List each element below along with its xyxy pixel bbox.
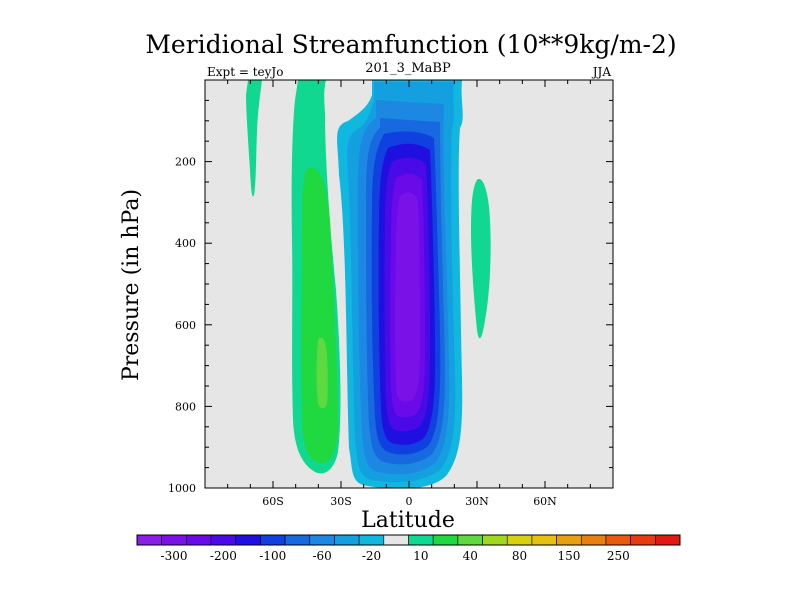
- high-lat-sh-cell: [246, 80, 262, 197]
- colorbar-swatch: [556, 534, 582, 546]
- colorbar-swatch: [210, 534, 237, 546]
- y-tick-label: 600: [175, 319, 196, 332]
- colorbar-tick-label: -300: [161, 549, 188, 563]
- colorbar-swatch: [531, 534, 557, 546]
- sh-cell-level-40: [301, 167, 338, 464]
- colorbar-tick-label: 80: [512, 549, 527, 563]
- chart-title: Meridional Streamfunction (10**9kg/m-2): [145, 30, 676, 59]
- colorbar-tick-label: 150: [557, 549, 580, 563]
- colorbar-swatch: [432, 534, 459, 546]
- sh-cell-level-80: [316, 337, 328, 409]
- experiment-label: Expt = teyJo: [207, 65, 283, 79]
- y-axis: 200 400 600 800 1000: [168, 79, 613, 495]
- colorbar-swatch: [161, 534, 187, 546]
- colorbar-swatch: [136, 534, 162, 546]
- colorbar-swatch: [605, 534, 631, 546]
- contour-fills: [246, 80, 491, 488]
- colorbar-tick-label: 10: [413, 549, 428, 563]
- y-tick-label: 800: [175, 400, 196, 413]
- colorbar-swatch: [186, 534, 212, 546]
- y-tick-label: 1000: [168, 482, 196, 495]
- x-tick-label: 0: [406, 495, 413, 508]
- colorbar-tick-label: 250: [607, 549, 630, 563]
- colorbar-swatch: [260, 534, 286, 546]
- colorbar-swatch: [284, 534, 311, 546]
- y-tick-label: 200: [175, 156, 196, 169]
- colorbar: [136, 534, 681, 546]
- colorbar-tick-label: 40: [463, 549, 478, 563]
- colorbar-swatch: [506, 534, 533, 546]
- colorbar-labels: -300 -200 -100 -60 -20 10 40 80 150 250: [161, 549, 630, 563]
- colorbar-swatch: [383, 534, 409, 546]
- colorbar-tick-label: -200: [210, 549, 237, 563]
- colorbar-swatch: [630, 534, 656, 546]
- season-label: JJA: [591, 65, 612, 79]
- colorbar-tick-label: -100: [259, 549, 286, 563]
- colorbar-tick-label: -60: [312, 549, 331, 563]
- nh-subtropical-cell: [471, 178, 491, 339]
- run-label: 201_3_MaBP: [365, 61, 451, 76]
- x-tick-label: 60S: [262, 495, 284, 508]
- colorbar-swatch: [334, 534, 360, 546]
- x-axis-title: Latitude: [361, 508, 455, 533]
- colorbar-swatch: [309, 534, 335, 546]
- colorbar-frame: [136, 534, 681, 546]
- colorbar-swatch: [482, 534, 508, 546]
- colorbar-swatch: [457, 534, 483, 546]
- x-axis: 60S 30S 0 30N 60N: [204, 80, 614, 508]
- colorbar-swatch: [235, 534, 261, 546]
- y-axis-title: Pressure (in hPa): [119, 189, 144, 381]
- colorbar-swatch: [358, 534, 385, 546]
- colorbar-swatch: [580, 534, 607, 546]
- x-tick-label: 60N: [533, 495, 557, 508]
- x-tick-label: 30S: [330, 495, 352, 508]
- y-tick-label: 400: [175, 237, 196, 250]
- colorbar-tick-label: -20: [362, 549, 381, 563]
- nh-cell-level-minus250: [395, 192, 420, 402]
- colorbar-swatch: [655, 534, 681, 546]
- x-tick-label: 30N: [465, 495, 489, 508]
- colorbar-swatch: [408, 534, 434, 546]
